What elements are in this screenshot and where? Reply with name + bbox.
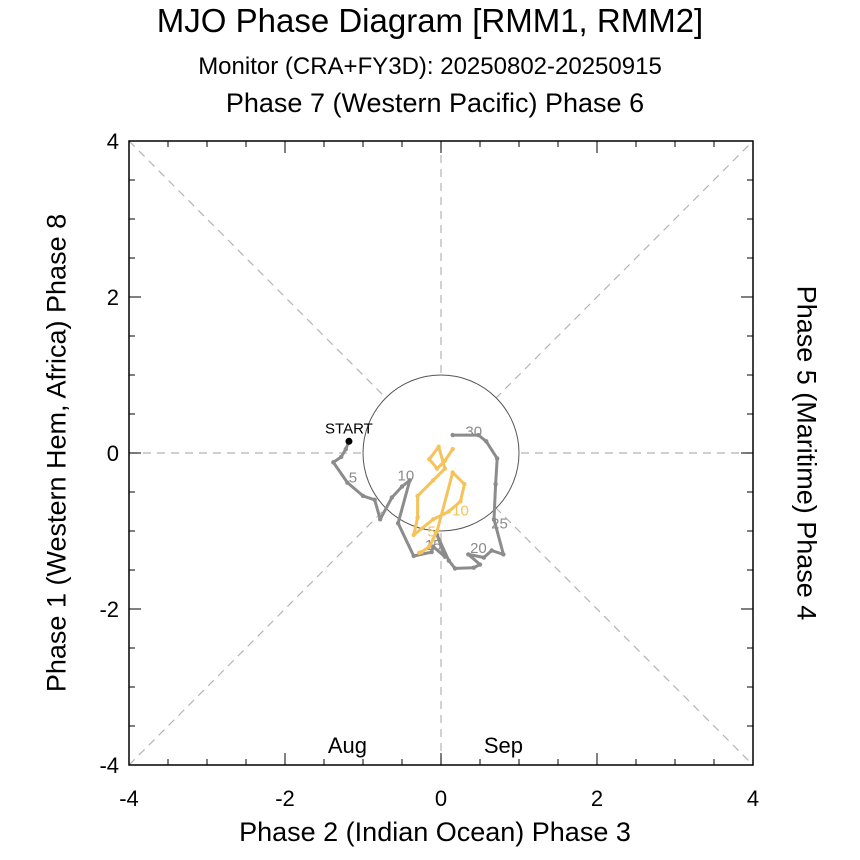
- data-point-aug: [471, 565, 476, 570]
- data-point-aug: [345, 480, 350, 485]
- day-label-sep: 5: [427, 524, 435, 541]
- unit-circle: [362, 374, 520, 532]
- data-point-sep: [427, 457, 432, 462]
- data-point-aug: [489, 548, 494, 553]
- data-point-aug: [494, 456, 500, 461]
- data-point-sep: [434, 466, 440, 471]
- data-point-sep: [442, 466, 448, 471]
- day-label-sep: 10: [452, 502, 469, 519]
- data-point-aug: [466, 552, 471, 557]
- data-point-sep: [427, 544, 432, 549]
- data-point-aug: [372, 497, 377, 502]
- data-point-sep: [458, 499, 463, 504]
- data-point-aug: [431, 544, 436, 549]
- data-point-sep: [411, 532, 416, 538]
- chart-title: MJO Phase Diagram [RMM1, RMM2]: [156, 2, 704, 39]
- legend-aug: Aug: [328, 733, 367, 758]
- day-label-aug: 5: [349, 470, 357, 487]
- data-point-aug: [338, 454, 344, 460]
- y-tick-label: 0: [107, 441, 119, 466]
- data-point-aug: [442, 554, 448, 559]
- data-point-aug: [343, 446, 349, 452]
- data-point-aug: [395, 521, 401, 526]
- data-point-aug: [389, 495, 395, 500]
- legend-sep: Sep: [484, 733, 523, 758]
- x-tick-label: -4: [119, 786, 139, 811]
- data-point-aug: [446, 558, 451, 563]
- day-label-aug: 20: [470, 540, 487, 557]
- data-point-aug: [450, 432, 455, 438]
- data-point-aug: [411, 553, 416, 559]
- y-tick-label: 2: [107, 285, 119, 310]
- data-point-sep: [450, 446, 455, 452]
- data-point-sep: [431, 478, 436, 483]
- day-label-aug: 25: [491, 516, 508, 533]
- data-point-aug: [476, 432, 481, 438]
- x-tick-label: -2: [275, 786, 295, 811]
- data-point-sep: [446, 509, 451, 514]
- y-tick-label: -4: [99, 753, 119, 778]
- data-point-sep: [434, 528, 440, 534]
- data-point-aug: [452, 566, 458, 571]
- data-point-sep: [442, 458, 448, 463]
- data-point-sep: [431, 517, 436, 522]
- data-point-sep: [462, 482, 467, 487]
- data-point-aug: [501, 552, 506, 557]
- data-point-sep: [450, 470, 455, 475]
- start-label: START: [325, 420, 373, 437]
- data-point-aug: [399, 484, 405, 489]
- x-tick-label: 2: [591, 786, 603, 811]
- data-point-aug: [360, 493, 366, 499]
- y-tick-label: 4: [107, 129, 119, 154]
- data-point-aug: [493, 482, 498, 487]
- data-point-aug: [491, 517, 497, 522]
- data-point-sep: [415, 493, 420, 499]
- y-tick-label: -2: [99, 597, 119, 622]
- top-axis-label: Phase 7 (Western Pacific) Phase 6: [225, 88, 645, 118]
- data-point-aug: [481, 555, 487, 560]
- data-point-aug: [331, 460, 336, 465]
- x-tick-label: 4: [747, 786, 759, 811]
- data-point-sep: [416, 550, 422, 556]
- day-label-aug: 10: [398, 467, 415, 484]
- data-point-aug: [484, 439, 489, 444]
- data-point-aug: [477, 562, 483, 567]
- chart-subtitle: Monitor (CRA+FY3D): 20250802-20250915: [198, 53, 662, 80]
- day-label-aug: 15: [425, 537, 442, 554]
- data-point-aug: [407, 478, 412, 483]
- data-point-aug: [429, 549, 434, 555]
- x-tick-label: 0: [435, 786, 447, 811]
- data-point-sep: [436, 444, 441, 449]
- data-point-sep: [415, 515, 420, 520]
- start-marker: [345, 437, 353, 445]
- x-axis-label: Phase 2 (Indian Ocean) Phase 3: [239, 817, 631, 847]
- day-label-aug: 30: [465, 424, 482, 441]
- data-point-aug: [377, 517, 383, 522]
